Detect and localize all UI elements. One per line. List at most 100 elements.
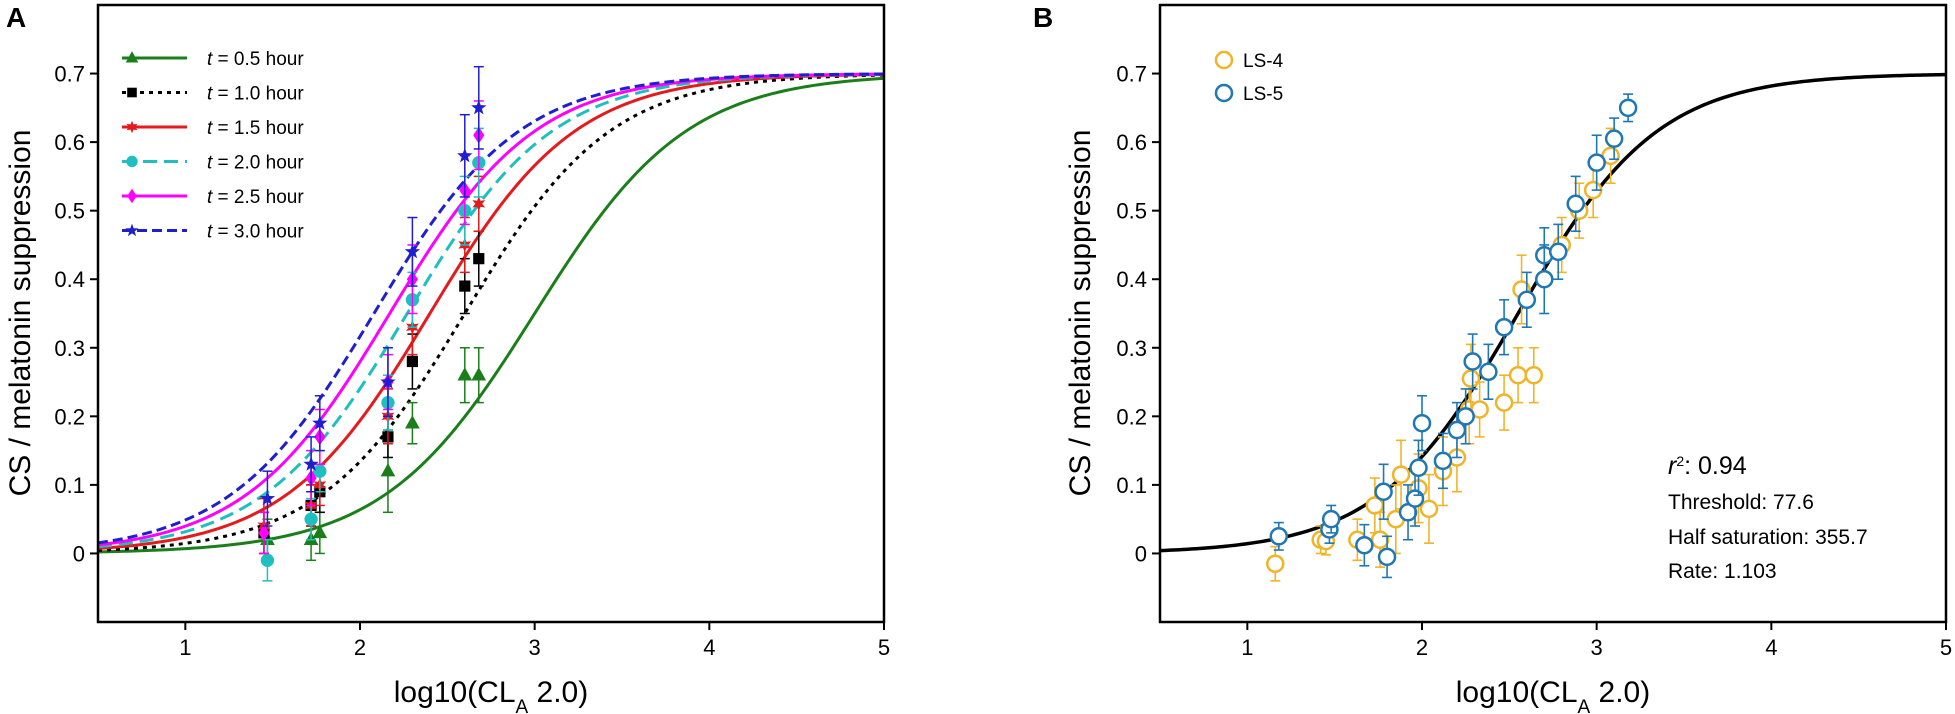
data-point-ls-4 bbox=[1461, 369, 1481, 388]
panel-b-y-tick-label: 0.4 bbox=[1116, 267, 1147, 292]
data-point-ls-5 bbox=[1479, 362, 1498, 382]
series-curve-6 bbox=[97, 72, 885, 545]
data-point-ls-5 bbox=[1269, 527, 1289, 546]
panel-a-curves bbox=[97, 72, 885, 554]
panel-b-fit-statistics: r2: 0.94 Threshold: 77.6 Half saturation… bbox=[1668, 452, 1868, 583]
panel-a-x-tick-label: 2 bbox=[354, 635, 366, 660]
legend-marker-ls-5 bbox=[1214, 83, 1234, 103]
panel-b-x-tick-label: 1 bbox=[1241, 635, 1253, 660]
data-point-ls-4 bbox=[1370, 530, 1390, 549]
data-point-ls-4 bbox=[1266, 554, 1285, 573]
panel-b-y-tick-label: 0 bbox=[1135, 541, 1147, 566]
data-point-series-4 bbox=[313, 464, 327, 478]
series-curve-1 bbox=[97, 76, 885, 554]
legend-marker-6 bbox=[125, 223, 139, 237]
panel-b-x-tick-label: 3 bbox=[1591, 635, 1603, 660]
panel-b-y-tick-label: 0.1 bbox=[1116, 473, 1147, 498]
panel-a-plot-frame bbox=[96, 3, 886, 624]
panel-b-y-axis-label: CS / melatonin suppression bbox=[1064, 130, 1097, 497]
panel-a-y-tick-label: 0.7 bbox=[54, 62, 85, 87]
legend-label-variable: t bbox=[207, 153, 213, 174]
panel-a-x-tick-label: 3 bbox=[529, 635, 541, 660]
legend-label-2: t = 1.0 hour bbox=[207, 84, 304, 105]
legend-label-text: = 1.0 hour bbox=[212, 84, 304, 105]
panel-b-x-axis-label-main: log10(CL bbox=[1456, 676, 1578, 709]
panel-b-y-tick-label: 0.7 bbox=[1116, 62, 1147, 87]
data-point-series-3 bbox=[472, 196, 486, 212]
panel-b-x-tick-label: 2 bbox=[1416, 635, 1428, 660]
panel-a-y-tick-label: 0.2 bbox=[54, 404, 85, 429]
panel-a-y-tick-label: 0.5 bbox=[54, 199, 85, 224]
panel-a-x-tick-label: 4 bbox=[703, 635, 715, 660]
data-point-series-1 bbox=[380, 463, 396, 477]
panel-b-letter: B bbox=[1033, 2, 1053, 33]
panel-a-x-axis-label: log10(CLA 2.0) bbox=[394, 676, 588, 714]
panel-a-x-ticks: 1 2 3 4 5 bbox=[179, 622, 890, 660]
r-squared-variable: r bbox=[1668, 452, 1678, 480]
series-curve-3 bbox=[97, 72, 885, 550]
data-point-series-1 bbox=[405, 415, 420, 429]
data-point-series-1 bbox=[312, 524, 328, 539]
panel-b-y-ticks: 0 0.1 0.2 0.3 0.4 0.5 0.6 0.7 bbox=[1116, 62, 1160, 566]
data-point-ls-4 bbox=[1508, 365, 1528, 385]
legend-label-ls-5: LS-5 bbox=[1243, 84, 1283, 105]
panel-a-y-tick-label: 0.3 bbox=[54, 336, 85, 361]
data-point-ls-5 bbox=[1548, 242, 1568, 262]
data-point-ls-5 bbox=[1374, 482, 1393, 501]
data-point-ls-5 bbox=[1566, 194, 1585, 214]
panel-b-curves bbox=[1159, 72, 1947, 553]
panel-b-y-tick-label: 0.2 bbox=[1116, 404, 1147, 429]
legend-marker-1 bbox=[125, 51, 139, 63]
data-point-ls-5 bbox=[1604, 129, 1624, 148]
r-squared-value: : 0.94 bbox=[1684, 452, 1747, 480]
data-point-ls-5 bbox=[1409, 458, 1428, 477]
panel-b-x-tick-label: 4 bbox=[1765, 635, 1777, 660]
panel-a-y-axis-label: CS / melatonin suppression bbox=[4, 130, 37, 497]
data-point-ls-5 bbox=[1618, 98, 1638, 118]
data-point-series-6 bbox=[303, 456, 319, 471]
legend-label-variable: t bbox=[207, 118, 213, 139]
data-point-series-6 bbox=[471, 99, 487, 115]
legend-label-3: t = 1.5 hour bbox=[207, 118, 304, 139]
legend-marker-4 bbox=[126, 155, 138, 168]
data-point-series-6 bbox=[457, 147, 473, 163]
data-point-series-6 bbox=[312, 415, 328, 430]
panel-b-y-tick-label: 0.6 bbox=[1116, 130, 1147, 155]
legend-label-6: t = 3.0 hour bbox=[207, 222, 304, 243]
series-curve-5 bbox=[97, 72, 885, 547]
panel-a-letter: A bbox=[6, 2, 26, 33]
panel-a-y-tick-label: 0.4 bbox=[54, 267, 85, 292]
legend-label-4: t = 2.0 hour bbox=[207, 153, 304, 174]
legend-label-text: = 0.5 hour bbox=[212, 49, 304, 70]
data-point-ls-4 bbox=[1524, 365, 1544, 385]
panel-a-y-tick-label: 0 bbox=[73, 541, 85, 566]
data-point-ls-5 bbox=[1587, 153, 1606, 172]
data-point-series-6 bbox=[404, 243, 421, 259]
legend-label-1: t = 0.5 hour bbox=[207, 49, 304, 70]
legend-marker-5 bbox=[127, 188, 137, 204]
panel-a-y-tick-label: 0.1 bbox=[54, 473, 85, 498]
data-point-series-1 bbox=[457, 367, 473, 381]
data-point-ls-5 bbox=[1456, 407, 1475, 426]
data-point-series-2 bbox=[406, 355, 418, 368]
legend-label-text: = 3.0 hour bbox=[212, 222, 304, 243]
data-point-ls-4 bbox=[1419, 499, 1439, 519]
panel-a-x-tick-label: 5 bbox=[878, 635, 890, 660]
panel-b-legend: LS-4 LS-5 bbox=[1214, 50, 1284, 105]
data-point-series-6 bbox=[259, 490, 276, 506]
half-saturation-label: Half saturation: 355.7 bbox=[1668, 526, 1868, 549]
data-point-ls-5 bbox=[1412, 413, 1432, 433]
legend-label-variable: t bbox=[207, 49, 213, 70]
legend-label-variable: t bbox=[207, 222, 213, 243]
panel-b-x-axis-label: log10(CLA 2.0) bbox=[1456, 676, 1650, 714]
legend-marker-3 bbox=[126, 120, 138, 134]
data-point-ls-5 bbox=[1355, 535, 1374, 555]
series-curve-2 bbox=[97, 73, 885, 552]
data-point-series-4 bbox=[260, 553, 275, 567]
data-point-ls-5 bbox=[1463, 352, 1482, 371]
data-point-series-1 bbox=[471, 367, 487, 381]
panel-b-y-tick-label: 0.5 bbox=[1116, 199, 1147, 224]
